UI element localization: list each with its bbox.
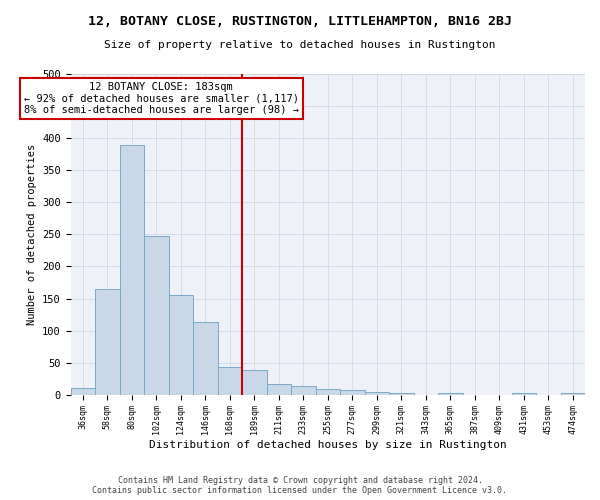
- Bar: [291, 386, 316, 394]
- Text: 12, BOTANY CLOSE, RUSTINGTON, LITTLEHAMPTON, BN16 2BJ: 12, BOTANY CLOSE, RUSTINGTON, LITTLEHAMP…: [88, 15, 512, 28]
- Bar: [316, 389, 340, 394]
- Text: Size of property relative to detached houses in Rustington: Size of property relative to detached ho…: [104, 40, 496, 50]
- Bar: [389, 393, 413, 394]
- Y-axis label: Number of detached properties: Number of detached properties: [26, 144, 37, 325]
- Bar: [365, 392, 389, 394]
- Text: 12 BOTANY CLOSE: 183sqm
← 92% of detached houses are smaller (1,117)
8% of semi-: 12 BOTANY CLOSE: 183sqm ← 92% of detache…: [24, 82, 299, 115]
- Bar: [169, 296, 193, 394]
- X-axis label: Distribution of detached houses by size in Rustington: Distribution of detached houses by size …: [149, 440, 506, 450]
- Bar: [119, 144, 144, 394]
- Bar: [340, 390, 365, 394]
- Bar: [71, 388, 95, 394]
- Bar: [560, 393, 585, 394]
- Text: Contains HM Land Registry data © Crown copyright and database right 2024.
Contai: Contains HM Land Registry data © Crown c…: [92, 476, 508, 495]
- Bar: [266, 384, 291, 394]
- Bar: [242, 370, 266, 394]
- Bar: [193, 322, 218, 394]
- Bar: [95, 289, 119, 395]
- Bar: [144, 236, 169, 394]
- Bar: [218, 367, 242, 394]
